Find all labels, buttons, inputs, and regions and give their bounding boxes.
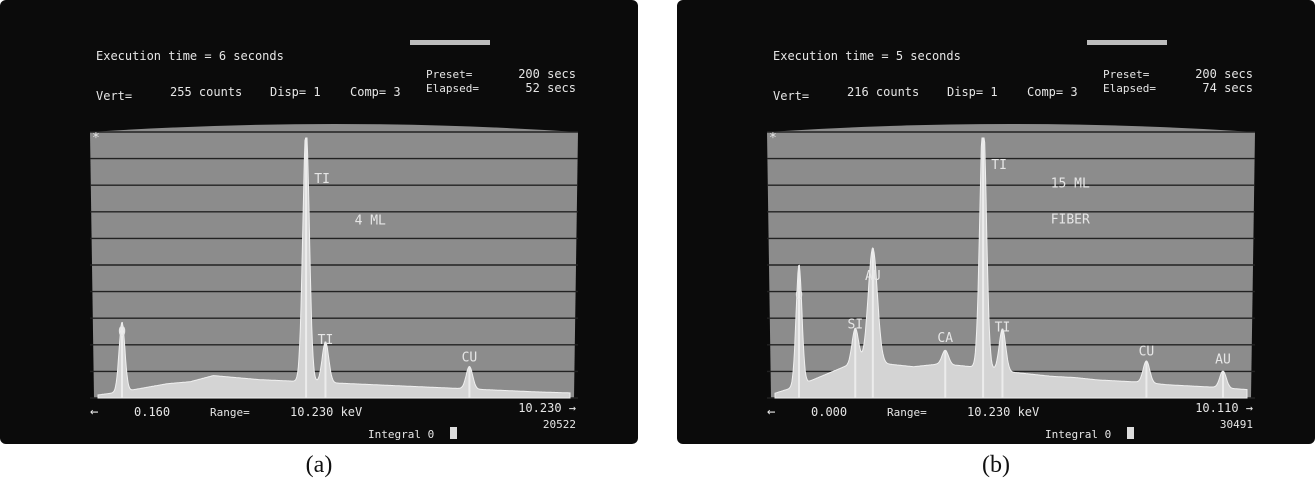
vert-value: 255 counts xyxy=(170,85,242,99)
range-end: 10.110 → xyxy=(1195,401,1253,415)
sample-label: 15 ML xyxy=(1051,176,1090,191)
sample-label: 4 ML xyxy=(355,214,386,229)
execution-time: Execution time = 6 seconds xyxy=(96,49,284,63)
peak-label: AU xyxy=(865,269,881,284)
comp-setting: Comp= 3 xyxy=(350,85,401,99)
peak-label: TI xyxy=(318,333,334,348)
peak-label: TI xyxy=(991,158,1007,173)
elapsed-label: Elapsed= xyxy=(1103,82,1156,95)
comp-setting: Comp= 3 xyxy=(1027,85,1078,99)
range-start: 0.000 xyxy=(811,405,847,419)
peak-label: TI xyxy=(995,321,1011,336)
range-value: 10.230 keV xyxy=(290,405,362,419)
peak-label: TI xyxy=(314,172,330,187)
cursor-marker: * xyxy=(769,131,777,146)
elapsed-label: Elapsed= xyxy=(426,82,479,95)
spectrum-panel-b: * O SI AU CA TI TI CU AU 15 ML FIBER Execution time… xyxy=(677,0,1315,444)
peak-label: CA xyxy=(937,331,953,346)
execution-time: Execution time = 5 seconds xyxy=(773,49,961,63)
integral-marker xyxy=(1127,427,1134,439)
vert-label: Vert= xyxy=(96,89,132,103)
disp-setting: Disp= 1 xyxy=(270,85,321,99)
range-start: 0.160 xyxy=(134,405,170,419)
header-bar xyxy=(410,40,490,45)
peak-label: O xyxy=(795,288,803,303)
peak-label: O xyxy=(118,325,126,340)
peak-label: SI xyxy=(847,318,863,333)
sample-label-2: FIBER xyxy=(1051,212,1090,227)
peak-label: CU xyxy=(462,350,478,365)
range-label: Range= xyxy=(887,406,927,419)
spectrum-chart-a: * O TI TI CU 4 ML Execution time = 6 seconds Ve… xyxy=(0,0,638,444)
disp-setting: Disp= 1 xyxy=(947,85,998,99)
caption-b: (b) xyxy=(677,452,1315,479)
peak-label: AU xyxy=(1215,353,1231,368)
range-value: 10.230 keV xyxy=(967,405,1039,419)
preset-label: Preset= xyxy=(1103,68,1150,81)
integral-marker xyxy=(450,427,457,439)
vert-value: 216 counts xyxy=(847,85,919,99)
integral-label: Integral 0 xyxy=(368,428,434,441)
elapsed-value: 52 secs xyxy=(525,81,576,95)
integral-value: 30491 xyxy=(1220,418,1253,431)
screen-area xyxy=(90,124,578,398)
integral-label: Integral 0 xyxy=(1045,428,1111,441)
spectrum-chart-b: * O SI AU CA TI TI CU AU 15 ML FIBER Execution time… xyxy=(677,0,1315,444)
left-arrow: ← xyxy=(90,404,98,420)
left-arrow: ← xyxy=(767,404,775,420)
caption-a: (a) xyxy=(0,452,638,479)
preset-label: Preset= xyxy=(426,68,473,81)
vert-label: Vert= xyxy=(773,89,809,103)
elapsed-value: 74 secs xyxy=(1202,81,1253,95)
preset-value: 200 secs xyxy=(1195,67,1253,81)
range-end: 10.230 → xyxy=(518,401,576,415)
screen-area xyxy=(767,124,1255,398)
header-bar xyxy=(1087,40,1167,45)
cursor-marker: * xyxy=(92,131,100,146)
spectrum-panel-a: * O TI TI CU 4 ML Execution time = 6 seconds Ve… xyxy=(0,0,638,444)
integral-value: 20522 xyxy=(543,418,576,431)
peak-label: CU xyxy=(1139,345,1155,360)
range-label: Range= xyxy=(210,406,250,419)
preset-value: 200 secs xyxy=(518,67,576,81)
